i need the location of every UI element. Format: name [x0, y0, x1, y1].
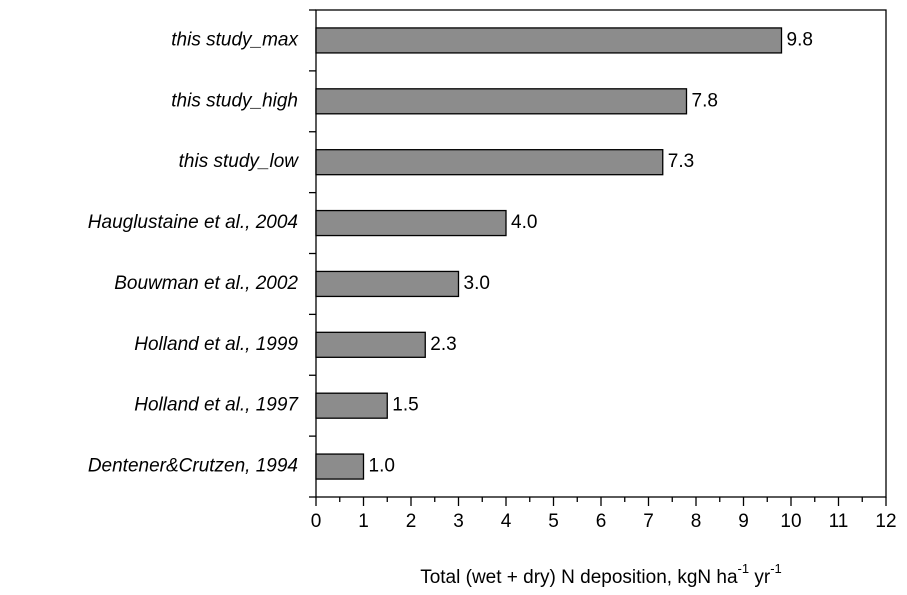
bar	[315, 149, 664, 176]
value-label: 1.0	[369, 456, 395, 477]
y-tick-label: Dentener&Crutzen, 1994	[88, 456, 298, 477]
x-axis-label-part: -1	[770, 561, 782, 576]
x-axis-label-part: -1	[738, 561, 750, 576]
value-label: 7.8	[692, 90, 718, 111]
y-tick-label: Holland et al., 1999	[134, 334, 298, 355]
y-tick-label: this study_high	[171, 90, 298, 111]
bar	[315, 331, 426, 358]
x-tick-label: 3	[453, 511, 464, 532]
x-tick-label: 1	[358, 511, 369, 532]
bar	[315, 453, 365, 480]
x-tick-label: 4	[501, 511, 512, 532]
bar	[315, 392, 388, 419]
bar	[315, 209, 507, 237]
bar	[315, 88, 688, 115]
value-label: 2.3	[430, 334, 456, 355]
y-tick-label: this study_max	[171, 29, 299, 50]
x-axis-label: Total (wet + dry) N deposition, kgN ha-1…	[420, 561, 782, 588]
x-tick-label: 11	[829, 511, 849, 532]
x-tick-label: 10	[780, 511, 801, 532]
value-label: 4.0	[511, 212, 537, 233]
y-tick-label: Holland et al., 1997	[134, 395, 299, 416]
x-tick-label: 12	[875, 511, 896, 532]
value-label: 1.5	[392, 395, 418, 416]
x-axis-label-part: yr	[749, 567, 771, 588]
plot-frame	[315, 9, 887, 498]
value-label: 7.3	[668, 151, 694, 172]
x-tick-label: 2	[406, 511, 417, 532]
y-tick-label: Hauglustaine et al., 2004	[88, 212, 298, 233]
x-axis-label-part: Total (wet + dry) N deposition, kgN ha	[420, 567, 738, 588]
x-tick-label: 0	[311, 511, 322, 532]
value-label: 9.8	[787, 29, 813, 50]
x-tick-label: 7	[643, 511, 654, 532]
y-tick-label: this study_low	[179, 151, 300, 172]
bar	[315, 270, 460, 298]
y-tick-label: Bouwman et al., 2002	[114, 273, 298, 294]
x-tick-label: 9	[738, 511, 749, 532]
bar	[315, 27, 783, 54]
x-tick-label: 5	[548, 511, 559, 532]
value-label: 3.0	[464, 273, 490, 294]
x-tick-label: 8	[691, 511, 702, 532]
x-tick-label: 6	[596, 511, 607, 532]
